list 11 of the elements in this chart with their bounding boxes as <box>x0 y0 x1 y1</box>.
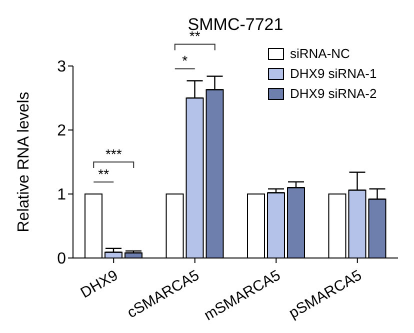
annotation: *** <box>105 146 122 162</box>
annotation: * <box>182 52 188 69</box>
legend-label: DHX9 siRNA-1 <box>290 65 377 83</box>
y-tick-label: 3 <box>57 58 66 76</box>
legend-label: siRNA-NC <box>290 45 350 63</box>
y-tick-label: 1 <box>57 186 66 204</box>
y-tick-label: 0 <box>57 250 66 268</box>
y-tick-label: 2 <box>57 122 66 140</box>
annotation: ** <box>98 166 110 182</box>
legend-label: DHX9 siRNA-2 <box>290 85 377 103</box>
y-axis-title: Relative RNA levels <box>16 92 33 232</box>
